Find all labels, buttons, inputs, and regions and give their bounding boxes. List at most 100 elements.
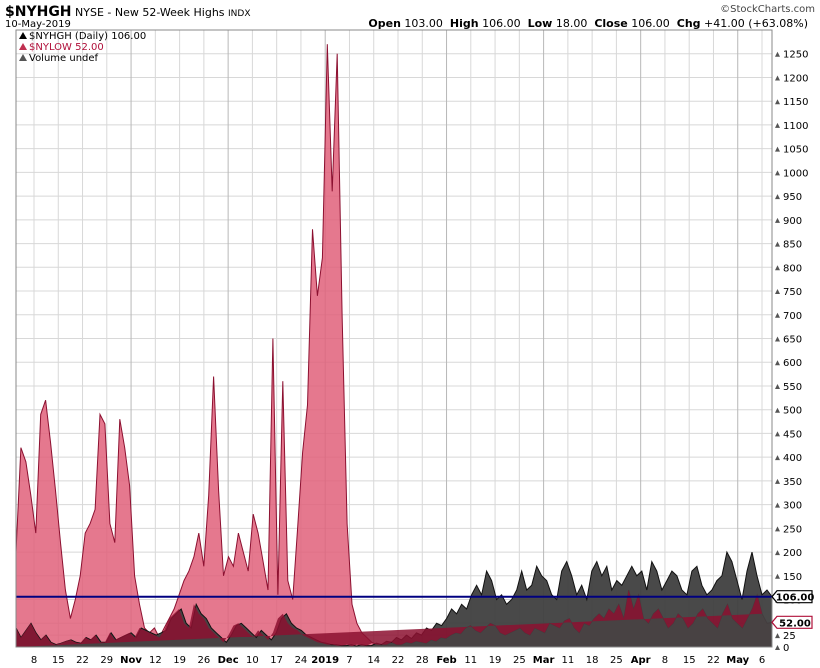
y-tick-label: 550 (783, 382, 802, 393)
nylow-area (15, 44, 773, 648)
y-tick-label: 750 (783, 287, 802, 298)
y-tick-marker (775, 241, 780, 247)
x-tick-label: 7 (346, 655, 352, 666)
low-value: 18.00 (555, 17, 588, 30)
y-tick-marker (775, 550, 780, 556)
y-tick-marker (775, 526, 780, 532)
y-tick-marker (775, 122, 780, 128)
y-tick-marker (775, 431, 780, 437)
stockcharts-watermark: ©StockCharts.com (720, 4, 815, 15)
low-label: Low (527, 17, 553, 30)
chg-label: Chg (676, 17, 701, 30)
plot-border (15, 29, 773, 648)
x-tick-label: 22 (707, 655, 720, 666)
x-axis: 8 15 22 29 Nov 12 19 26 Dec 10 17 24 2019 7 14 22 28 Feb 1… (31, 655, 765, 666)
y-tick-label: 1250 (783, 50, 808, 61)
y-tick-label: 500 (783, 406, 802, 417)
x-tick-label: Apr (631, 655, 651, 666)
x-tick-label: 22 (76, 655, 89, 666)
x-tick-label: 12 (149, 655, 162, 666)
y-tick-marker (775, 265, 780, 271)
last-nylow-box (771, 615, 813, 629)
y-tick-marker (775, 99, 780, 105)
x-tick-label: 17 (270, 655, 283, 666)
x-tick-label: 24 (295, 655, 308, 666)
x-tick-label: 29 (100, 655, 113, 666)
x-tick-label: 15 (52, 655, 65, 666)
x-tick-label: Dec (218, 655, 239, 666)
legend-nyhgh: $NYHGH (Daily) 106.00 (19, 31, 146, 42)
y-tick-marker (775, 455, 780, 461)
y-tick-label: 1150 (783, 97, 808, 108)
x-tick-label: Nov (120, 655, 142, 666)
y-tick-marker (775, 217, 780, 223)
x-tick-label: 6 (759, 655, 765, 666)
ohlc-readout: Open 103.00 High 106.00 Low 18.00 Close … (368, 17, 808, 30)
x-tick-label: May (726, 655, 749, 666)
y-tick-label: 700 (783, 311, 802, 322)
y-tick-marker (775, 502, 780, 508)
y-axis: 0255010015020025030035040045050055060065… (775, 50, 808, 654)
last-nylow-label: 52.00 (779, 618, 811, 629)
volume-icon (19, 54, 27, 61)
y-tick-label: 450 (783, 429, 802, 440)
y-tick-label: 150 (783, 572, 802, 583)
chart-header: $NYHGH NYSE - New 52-Week Highs INDX (5, 4, 251, 20)
area-icon (19, 32, 27, 39)
y-tick-marker (775, 51, 780, 57)
y-tick-marker (775, 170, 780, 176)
series-layer (15, 44, 773, 648)
chg-value: +41.00 (+63.08%) (704, 17, 808, 30)
close-label: Close (594, 17, 628, 30)
x-tick-label: 22 (392, 655, 405, 666)
last-nyhgh-box (771, 590, 813, 604)
y-tick-marker (775, 645, 780, 650)
y-tick-marker (775, 407, 780, 413)
y-tick-label: 1050 (783, 145, 808, 156)
x-tick-label: Mar (533, 655, 555, 666)
x-tick-label: 18 (586, 655, 599, 666)
y-tick-label: 600 (783, 358, 802, 369)
x-tick-label: 8 (31, 655, 37, 666)
chart-date: 10-May-2019 (5, 19, 71, 30)
symbol: $NYHGH (5, 4, 72, 20)
y-tick-marker (775, 289, 780, 295)
y-tick-label: 300 (783, 501, 802, 512)
x-tick-label: 28 (416, 655, 429, 666)
y-tick-label: 650 (783, 335, 802, 346)
y-tick-label: 850 (783, 240, 802, 251)
legend-nylow: $NYLOW 52.00 (19, 42, 104, 53)
y-tick-label: 350 (783, 477, 802, 488)
y-tick-label: 250 (783, 524, 802, 535)
y-tick-label: 25 (783, 631, 796, 642)
open-label: Open (368, 17, 401, 30)
high-value: 106.00 (482, 17, 521, 30)
x-tick-label: 11 (561, 655, 574, 666)
x-tick-label: 14 (367, 655, 380, 666)
y-tick-label: 1200 (783, 73, 808, 84)
x-tick-label: 2019 (311, 655, 339, 666)
y-tick-marker (775, 312, 780, 318)
y-tick-label: 900 (783, 216, 802, 227)
y-tick-label: 1100 (783, 121, 808, 132)
y-tick-label: 200 (783, 548, 802, 559)
y-tick-marker (775, 360, 780, 366)
area-icon (19, 43, 27, 50)
x-tick-label: 25 (513, 655, 526, 666)
y-tick-label: 950 (783, 192, 802, 203)
x-tick-label: Feb (436, 655, 456, 666)
last-value-boxes: 106.00 52.00 (771, 590, 815, 629)
x-tick-label: 11 (464, 655, 477, 666)
x-tick-label: 25 (610, 655, 623, 666)
x-tick-label: 19 (173, 655, 186, 666)
y-tick-marker (775, 336, 780, 342)
last-nyhgh-label: 106.00 (776, 593, 815, 604)
x-tick-label: 8 (662, 655, 668, 666)
y-tick-marker (775, 383, 780, 389)
y-tick-marker (775, 146, 780, 152)
high-label: High (449, 17, 479, 30)
open-value: 103.00 (404, 17, 443, 30)
y-tick-marker (775, 633, 780, 639)
legend-volume: Volume undef (19, 53, 98, 64)
